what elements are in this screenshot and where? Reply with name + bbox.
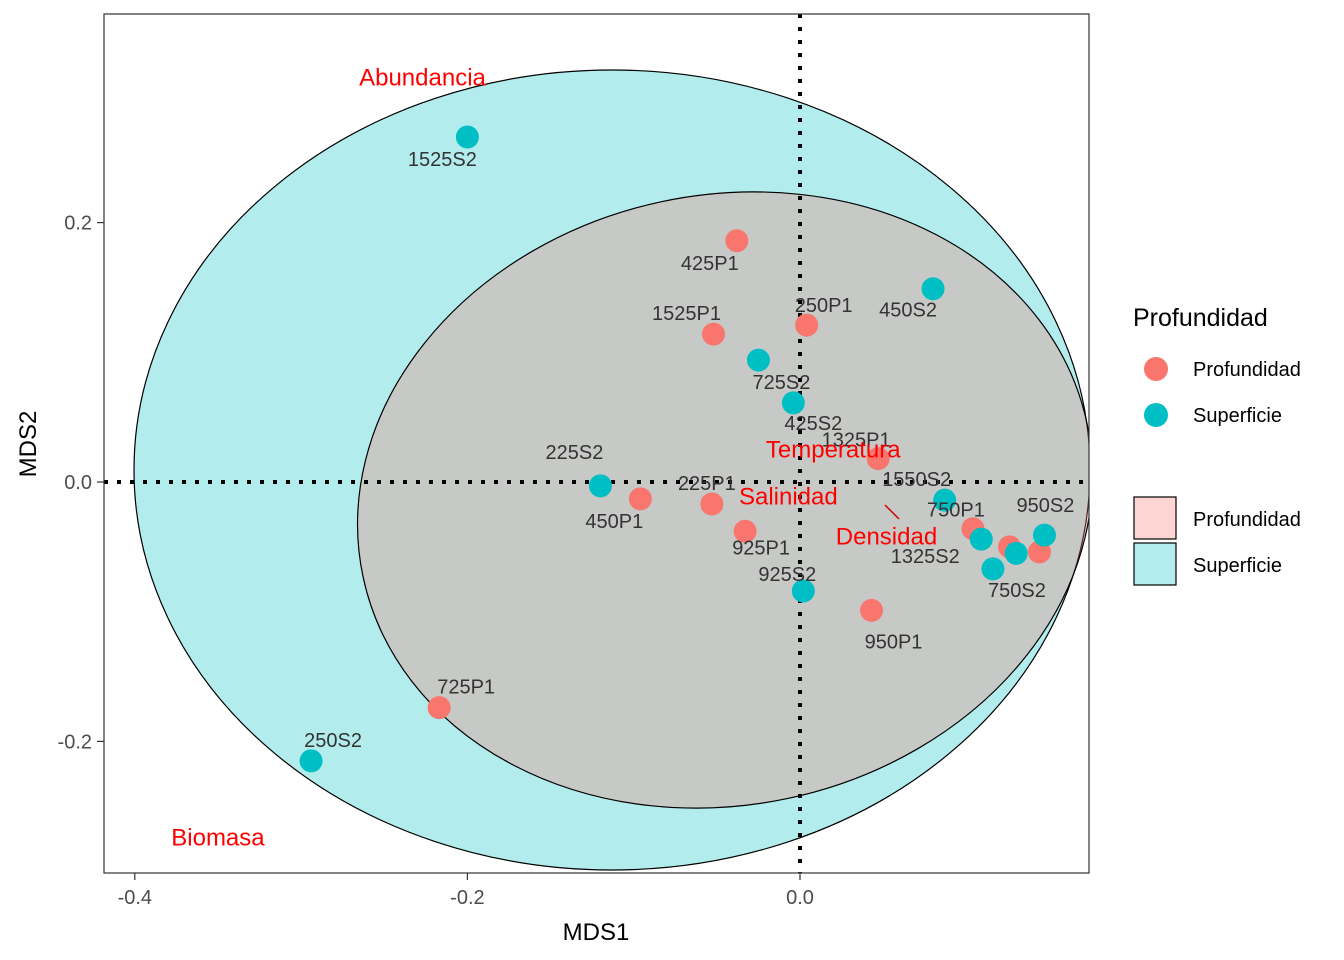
point-superficie [981,557,1005,581]
point-label: 425P1 [681,253,739,275]
env-label-temperatura: Temperatura [766,437,901,464]
point-label: 1325S2 [891,546,960,568]
point-profundidad [860,598,884,622]
point-label: 1550S2 [882,469,951,491]
env-label-biomasa: Biomasa [171,824,265,851]
legend-label: Superficie [1193,555,1282,577]
env-label-abundancia: Abundancia [359,64,486,91]
legend-key-fill [1133,542,1177,586]
point-label: 250P1 [795,295,853,317]
point-label: 225S2 [546,442,604,464]
y-tick-label: 0.2 [64,213,92,235]
plot-panel: 425P1 1525P1 250P1 1325P1 450P1 225P1 925P1 750… [103,13,1090,874]
ellipse-profundidad [356,191,1089,809]
env-label-salinidad: Salinidad [739,483,838,510]
point-superficie [588,474,612,498]
panel-border [103,13,1090,874]
point-superficie [921,277,945,301]
point-label: 450P1 [585,511,643,533]
y-tick-label: -0.2 [58,731,92,753]
point-label: 1525S2 [408,149,477,171]
point-profundidad [725,229,749,253]
point-profundidad [702,322,726,346]
point-profundidad [795,313,819,337]
env-label-densidad: Densidad [836,523,937,550]
point-superficie [455,125,479,149]
point-profundidad [700,492,724,516]
point-label: 450S2 [879,300,937,322]
point-profundidad [733,519,757,543]
y-axis-title: MDS2 [15,411,42,478]
point-label: 925S2 [758,564,816,586]
point-label: 750P1 [927,500,985,522]
legend-key-point [1144,403,1168,427]
x-tick-label: -0.2 [450,887,484,909]
densidad-arrow [884,504,900,520]
point-superficie [781,391,805,415]
point-label: 725P1 [437,677,495,699]
legend-key-point [1144,357,1168,381]
point-label: 1325P1 [822,430,891,452]
ellipse-superficie [133,69,1089,871]
legend-label: Profundidad [1193,359,1301,381]
point-label: 250S2 [304,730,362,752]
point-profundidad [427,696,451,720]
x-axis-title: MDS1 [563,919,630,946]
point-superficie [1004,541,1028,565]
y-tick-label: 0.0 [64,472,92,494]
point-label: 725S2 [753,372,811,394]
point-label: 950P1 [865,631,923,653]
point-label: 225P1 [678,473,736,495]
point-profundidad [628,487,652,511]
point-superficie [933,488,957,512]
axes: -0.4 -0.2 0.0 -0.2 0.0 0.2 [58,213,814,909]
point-superficie [299,749,323,773]
legend: Profundidad Profundidad Superficie Profun… [1133,304,1301,586]
point-label: 925P1 [732,537,790,559]
legend-label: Profundidad [1193,509,1301,531]
point-label: 750S2 [988,580,1046,602]
point-superficie [746,348,770,372]
legend-label: Superficie [1193,405,1282,427]
point-superficie [969,527,993,551]
x-tick-label: -0.4 [118,887,152,909]
point-profundidad [866,447,890,471]
point-label: 1525P1 [652,303,721,325]
point-superficie [791,579,815,603]
point-label: 425S2 [784,413,842,435]
legend-title: Profundidad [1133,304,1268,332]
point-superficie [1032,523,1056,547]
legend-key-fill [1133,496,1177,540]
x-tick-label: 0.0 [786,887,814,909]
point-label: 950S2 [1017,495,1075,517]
